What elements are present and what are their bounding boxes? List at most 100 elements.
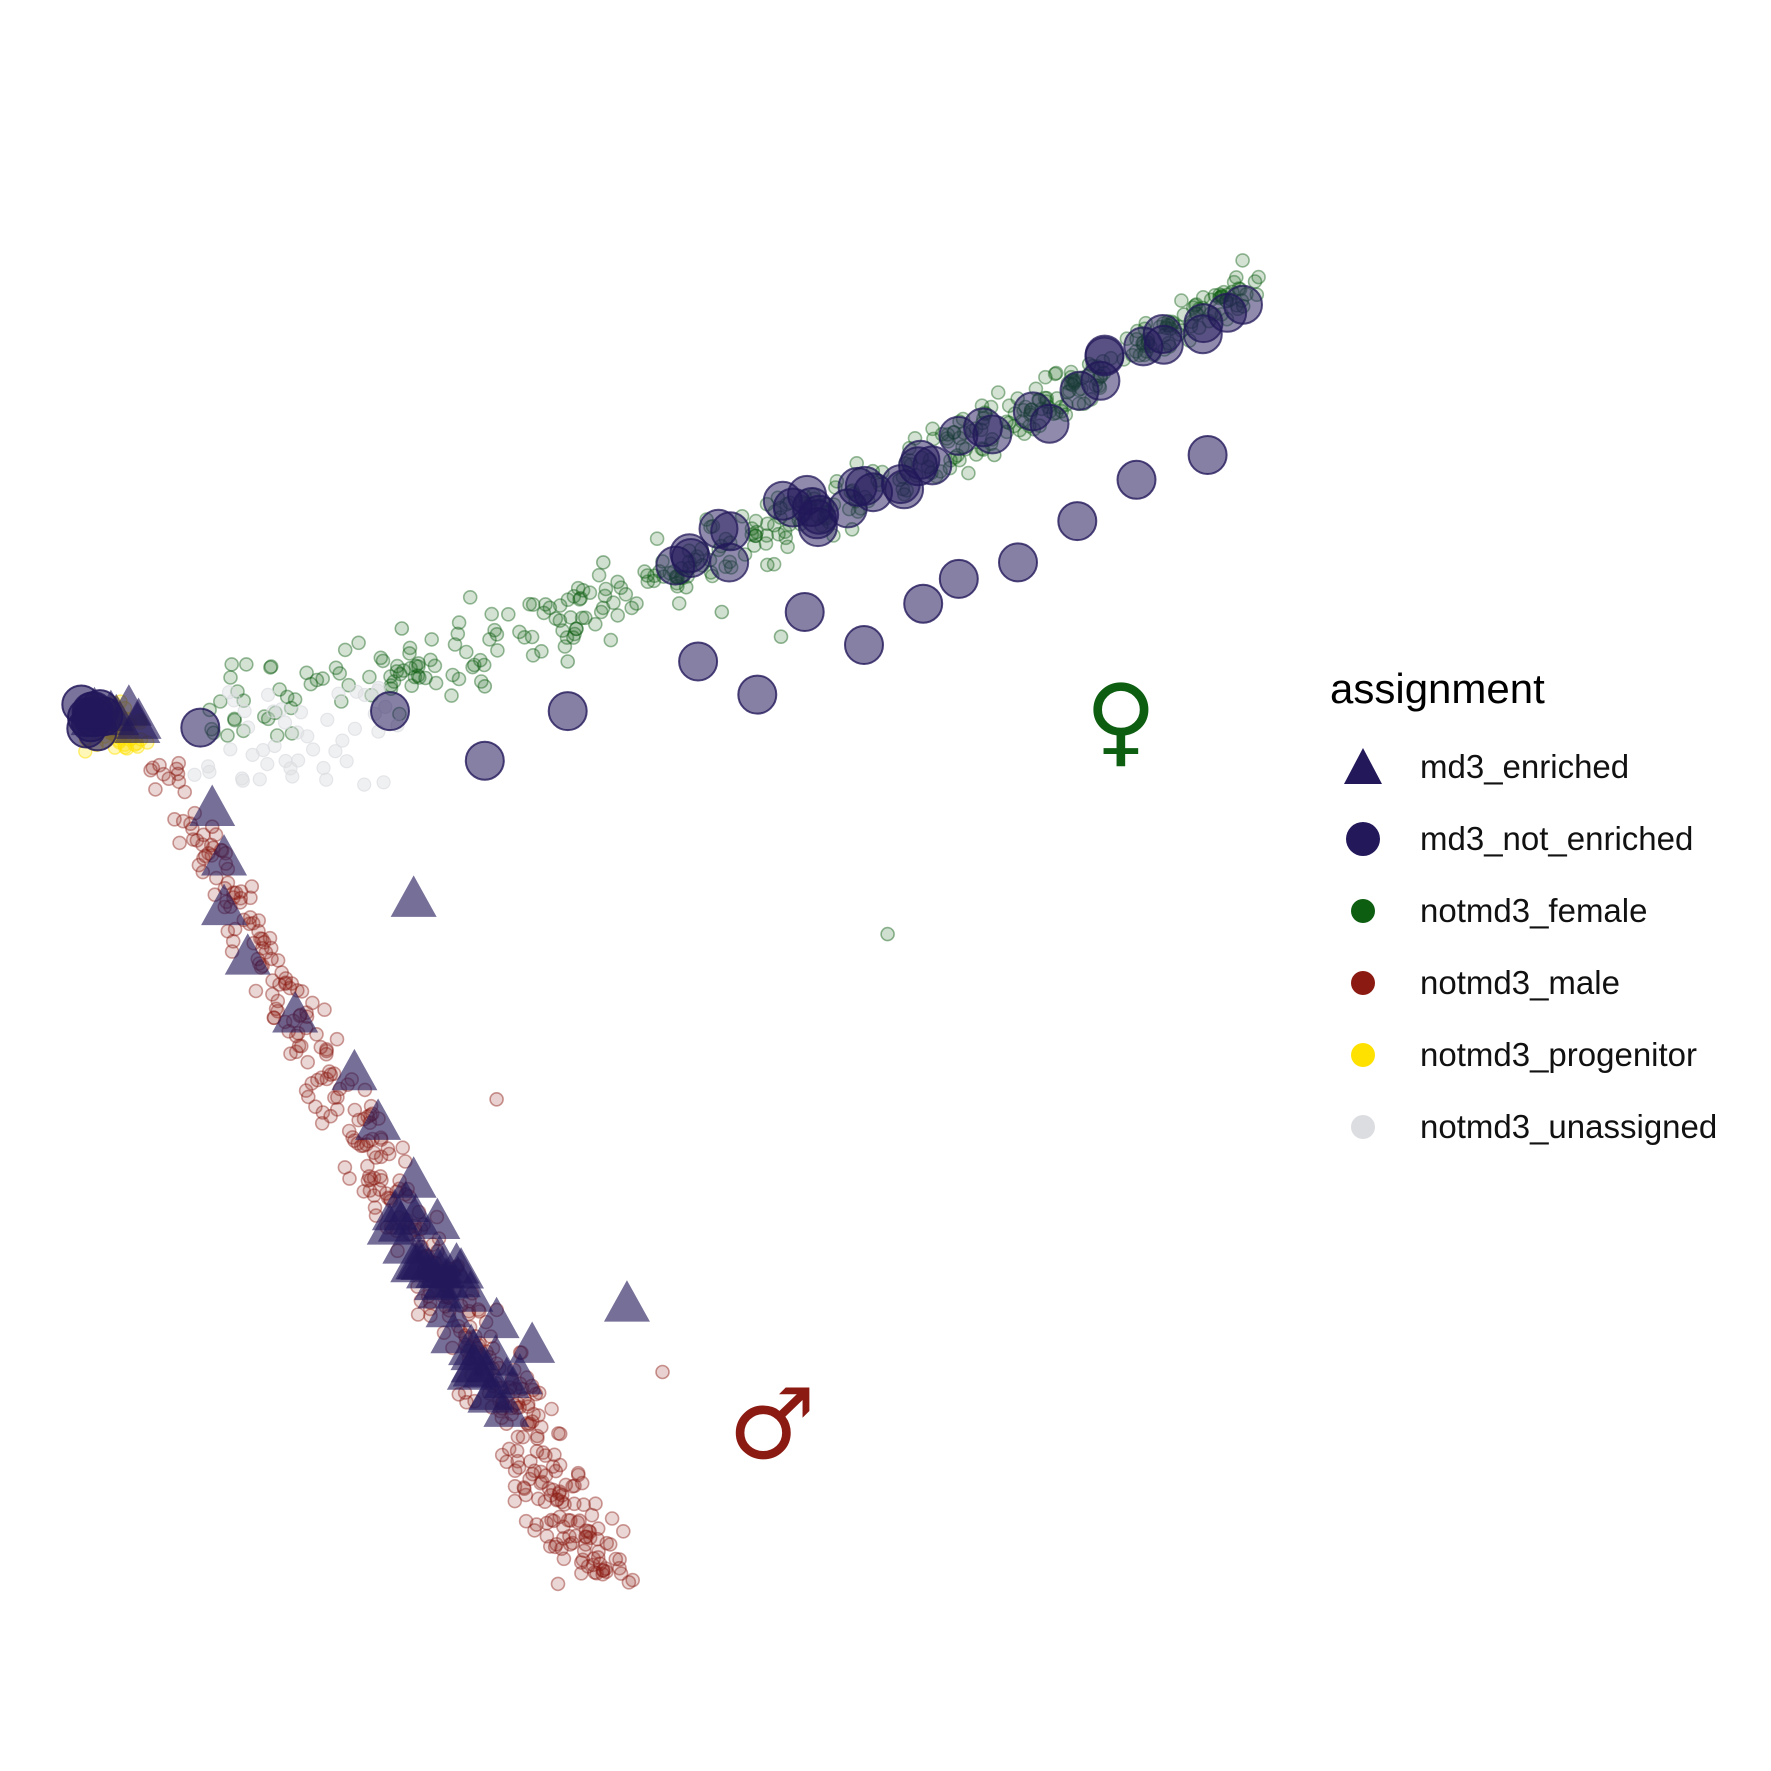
female-point bbox=[1038, 369, 1053, 385]
female-point bbox=[748, 513, 764, 529]
legend-label: notmd3_unassigned bbox=[1420, 1108, 1718, 1145]
legend-label: notmd3_progenitor bbox=[1420, 1036, 1698, 1073]
male-point bbox=[570, 1467, 586, 1483]
unassigned-point bbox=[201, 759, 216, 774]
male-point bbox=[208, 827, 224, 842]
male-point bbox=[329, 1102, 345, 1117]
unassigned-point bbox=[300, 729, 315, 744]
male-point bbox=[556, 1519, 571, 1535]
male-point bbox=[258, 944, 274, 960]
male-point bbox=[177, 784, 192, 800]
md3-enriched-marker bbox=[509, 1321, 556, 1363]
male-point bbox=[314, 1070, 329, 1085]
male-point bbox=[196, 827, 211, 843]
female-point bbox=[637, 564, 652, 579]
female-point bbox=[487, 622, 502, 638]
male-point bbox=[329, 1031, 345, 1047]
male-point bbox=[278, 975, 294, 991]
male-point bbox=[347, 1102, 363, 1118]
md3-not-enriched-marker bbox=[938, 558, 979, 599]
male-point bbox=[510, 1453, 526, 1469]
male-point bbox=[545, 1482, 561, 1498]
female-point bbox=[552, 598, 568, 613]
male-point bbox=[277, 976, 293, 992]
male-point bbox=[143, 762, 158, 778]
female-point bbox=[337, 642, 353, 658]
male-point bbox=[195, 837, 210, 853]
female-point bbox=[880, 926, 895, 942]
male-point bbox=[167, 811, 182, 827]
unassigned-point bbox=[335, 733, 350, 748]
female-point bbox=[263, 659, 279, 674]
male-point bbox=[595, 1562, 611, 1578]
male-point bbox=[538, 1468, 554, 1483]
male-point bbox=[198, 848, 213, 864]
male-point bbox=[264, 951, 279, 967]
md3-enriched-marker bbox=[71, 686, 118, 729]
male-point bbox=[582, 1524, 598, 1540]
male-point bbox=[265, 973, 280, 988]
md3-enriched-marker bbox=[377, 1200, 424, 1242]
male-point bbox=[272, 977, 287, 992]
male-point bbox=[599, 1564, 614, 1579]
female-point bbox=[560, 592, 576, 608]
male-point bbox=[563, 1513, 578, 1528]
md3-not-enriched-marker bbox=[938, 415, 979, 456]
male-point bbox=[368, 1150, 384, 1165]
female-point bbox=[418, 670, 433, 686]
female-symbol: ♀ bbox=[1085, 664, 1157, 778]
male-point bbox=[527, 1463, 542, 1479]
male-point bbox=[570, 1515, 586, 1530]
female-point bbox=[618, 586, 634, 602]
male-point bbox=[556, 1531, 571, 1546]
md3-enriched-marker bbox=[105, 684, 152, 726]
unassigned-point bbox=[202, 764, 217, 780]
unassigned-point bbox=[274, 702, 289, 717]
female-point bbox=[287, 692, 303, 707]
female-point bbox=[351, 635, 366, 651]
female-point bbox=[1174, 293, 1189, 308]
male-point bbox=[310, 1072, 325, 1088]
legend-item-notmd3-female: notmd3_female bbox=[1330, 875, 1717, 947]
unassigned-point bbox=[221, 685, 237, 700]
male-point bbox=[171, 755, 186, 771]
female-point bbox=[759, 528, 775, 543]
unassigned-point bbox=[237, 703, 252, 719]
male-point bbox=[516, 1481, 532, 1496]
male-point bbox=[233, 884, 249, 899]
female-point bbox=[598, 581, 614, 597]
md3-not-enriched-marker bbox=[1187, 435, 1228, 475]
male-point bbox=[522, 1471, 537, 1487]
male-point bbox=[156, 766, 171, 782]
md3-enriched-marker bbox=[331, 1048, 378, 1091]
female-point bbox=[447, 637, 463, 652]
female-point bbox=[1235, 253, 1250, 268]
male-point bbox=[602, 1537, 618, 1552]
md3-not-enriched-marker bbox=[772, 487, 813, 528]
male-point bbox=[360, 1173, 376, 1188]
male-point bbox=[579, 1529, 594, 1545]
md3-enriched-marker bbox=[390, 1156, 437, 1198]
male-point bbox=[171, 774, 187, 790]
male-point bbox=[244, 879, 260, 894]
female-point bbox=[572, 591, 587, 607]
male-point bbox=[172, 835, 187, 851]
male-point bbox=[308, 1099, 323, 1114]
male-point bbox=[489, 1092, 504, 1107]
md3-enriched-marker bbox=[468, 1368, 515, 1410]
female-point bbox=[559, 630, 575, 645]
male-point bbox=[323, 1067, 339, 1082]
male-point bbox=[326, 1066, 342, 1081]
male-point bbox=[293, 1038, 309, 1054]
md3-not-enriched-marker bbox=[655, 545, 696, 586]
male-point bbox=[552, 1484, 568, 1499]
male-point bbox=[587, 1565, 603, 1580]
male-point bbox=[342, 1171, 357, 1186]
female-point bbox=[477, 678, 493, 694]
male-point bbox=[533, 1475, 549, 1491]
female-point bbox=[629, 596, 644, 611]
md3-enriched-marker bbox=[425, 1285, 472, 1328]
female-point bbox=[522, 596, 537, 612]
female-point bbox=[396, 663, 411, 678]
